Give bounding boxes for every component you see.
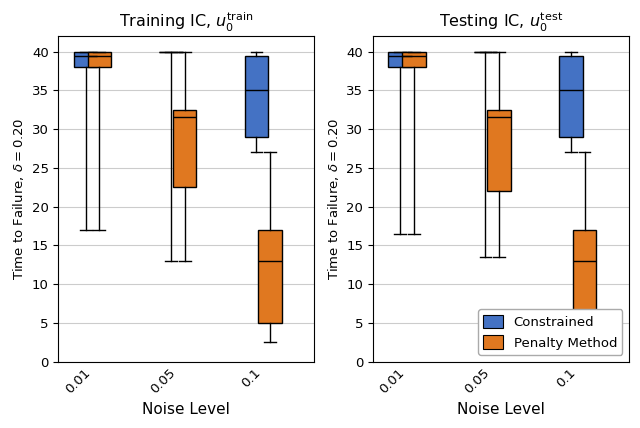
- PathPatch shape: [74, 52, 97, 67]
- Title: Training IC, $u_0^{\mathrm{train}}$: Training IC, $u_0^{\mathrm{train}}$: [119, 11, 253, 34]
- PathPatch shape: [259, 230, 282, 323]
- Title: Testing IC, $u_0^{\mathrm{test}}$: Testing IC, $u_0^{\mathrm{test}}$: [439, 11, 563, 34]
- PathPatch shape: [573, 230, 596, 323]
- Y-axis label: Time to Failure, $\delta = 0.20$: Time to Failure, $\delta = 0.20$: [326, 118, 340, 280]
- PathPatch shape: [173, 110, 196, 187]
- Legend: Constrained, Penalty Method: Constrained, Penalty Method: [478, 309, 622, 355]
- PathPatch shape: [88, 52, 111, 67]
- PathPatch shape: [388, 52, 412, 67]
- X-axis label: Noise Level: Noise Level: [457, 402, 545, 417]
- PathPatch shape: [488, 110, 511, 191]
- PathPatch shape: [559, 56, 582, 137]
- X-axis label: Noise Level: Noise Level: [143, 402, 230, 417]
- PathPatch shape: [244, 56, 268, 137]
- Y-axis label: Time to Failure, $\delta = 0.20$: Time to Failure, $\delta = 0.20$: [11, 118, 26, 280]
- PathPatch shape: [402, 52, 426, 67]
